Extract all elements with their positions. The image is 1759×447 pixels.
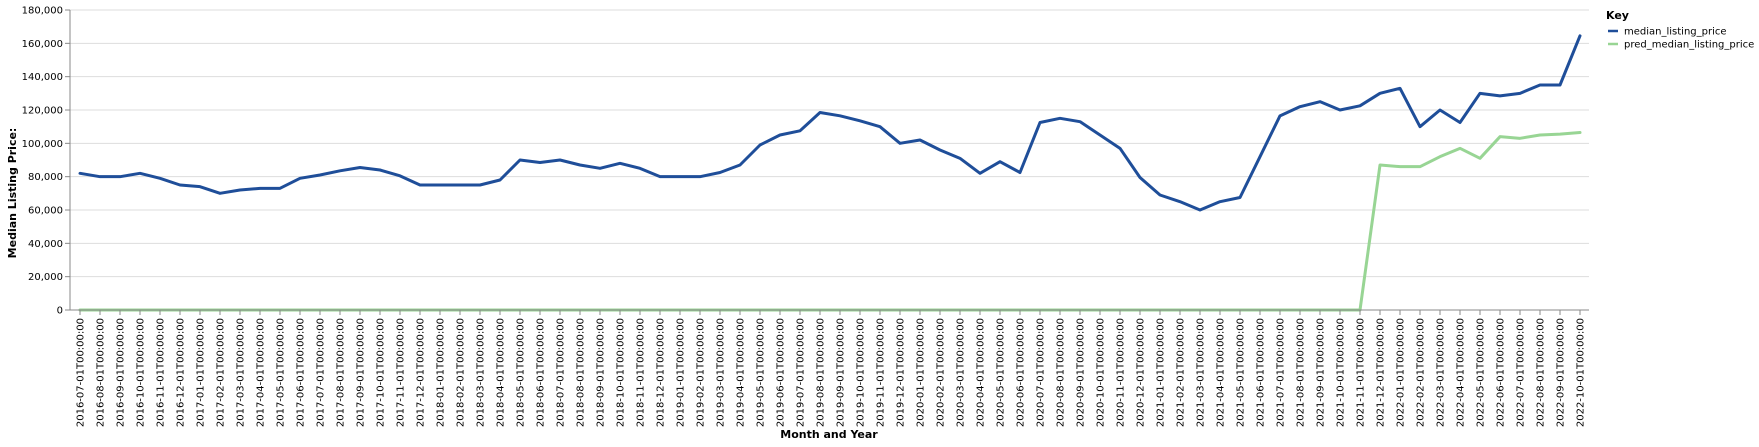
x-tick-label: 2021-09-01T00:00:00 [1316,318,1327,427]
x-tick-label: 2018-06-01T00:00:00 [536,318,547,427]
x-tick-label: 2019-08-01T00:00:00 [816,318,827,427]
x-tick-label: 2019-02-01T00:00:00 [696,318,707,427]
x-tick-label: 2020-03-01T00:00:00 [956,318,967,427]
x-tick-label: 2018-05-01T00:00:00 [516,318,527,427]
x-tick-label: 2021-05-01T00:00:00 [1236,318,1247,427]
y-tick-label: 80,000 [28,172,63,183]
x-tick-label: 2022-02-01T00:00:00 [1416,318,1427,427]
x-tick-label: 2018-01-01T00:00:00 [436,318,447,427]
x-tick-label: 2020-10-01T00:00:00 [1096,318,1107,427]
x-tick-label: 2017-01-01T00:00:00 [196,318,207,427]
x-tick-label: 2020-05-01T00:00:00 [996,318,1007,427]
x-tick-label: 2020-12-01T00:00:00 [1136,318,1147,427]
x-tick-label: 2020-11-01T00:00:00 [1116,318,1127,427]
x-tick-label: 2021-10-01T00:00:00 [1336,318,1347,427]
legend-label: pred_median_listing_price [1624,40,1754,51]
x-tick-label: 2017-11-01T00:00:00 [396,318,407,427]
x-tick-label: 2022-09-01T00:00:00 [1556,318,1567,427]
axes: 0 20,000 40,000 60,000 80,000 100,000 120,000 1… [22,6,1589,427]
y-tick-label: 20,000 [28,272,63,283]
y-tick-label: 140,000 [22,72,63,83]
x-tick-label: 2022-10-01T00:00:00 [1576,318,1587,427]
x-tick-label: 2022-08-01T00:00:00 [1536,318,1547,427]
x-tick-label: 2019-06-01T00:00:00 [776,318,787,427]
x-tick-label: 2021-04-01T00:00:00 [1216,318,1227,427]
y-tick-label: 60,000 [28,206,63,217]
x-tick-label: 2016-10-01T00:00:00 [136,318,147,427]
x-tick-label: 2019-12-01T00:00:00 [896,318,907,427]
y-tick-label: 40,000 [28,239,63,250]
x-tick-label: 2016-09-01T00:00:00 [116,318,127,427]
x-tick-label: 2016-12-01T00:00:00 [176,318,187,427]
x-tick-label: 2017-04-01T00:00:00 [256,318,267,427]
x-tick-label: 2022-01-01T00:00:00 [1396,318,1407,427]
x-tick-label: 2019-01-01T00:00:00 [676,318,687,427]
x-tick-label: 2021-07-01T00:00:00 [1276,318,1287,427]
legend-label: median_listing_price [1624,27,1727,38]
x-tick-label: 2017-03-01T00:00:00 [236,318,247,427]
x-tick-label: 2020-09-01T00:00:00 [1076,318,1087,427]
x-tick-label: 2018-10-01T00:00:00 [616,318,627,427]
x-tick-label: 2022-06-01T00:00:00 [1496,318,1507,427]
x-tick-label: 2019-10-01T00:00:00 [856,318,867,427]
x-tick-label: 2017-08-01T00:00:00 [336,318,347,427]
x-tick-label: 2022-04-01T00:00:00 [1456,318,1467,427]
x-tick-label: 2018-11-01T00:00:00 [636,318,647,427]
x-tick-label: 2018-09-01T00:00:00 [596,318,607,427]
x-tick-label: 2018-08-01T00:00:00 [576,318,587,427]
x-tick-label: 2022-05-01T00:00:00 [1476,318,1487,427]
x-tick-label: 2019-09-01T00:00:00 [836,318,847,427]
x-tick-label: 2018-12-01T00:00:00 [656,318,667,427]
x-tick-label: 2020-08-01T00:00:00 [1056,318,1067,427]
x-tick-label: 2022-07-01T00:00:00 [1516,318,1527,427]
y-tick-label: 0 [57,306,63,317]
x-tick-label: 2019-03-01T00:00:00 [716,318,727,427]
y-axis-title: Median Listing Price: [6,128,19,259]
x-tick-label: 2019-11-01T00:00:00 [876,318,887,427]
x-tick-label: 2016-08-01T00:00:00 [96,318,107,427]
y-tick-label: 120,000 [22,106,63,117]
x-tick-label: 2021-02-01T00:00:00 [1176,318,1187,427]
x-tick-label: 2021-11-01T00:00:00 [1356,318,1367,427]
x-tick-label: 2019-04-01T00:00:00 [736,318,747,427]
y-tick-label: 160,000 [22,39,63,50]
series-line-pred-median-listing-price [78,131,1582,312]
x-tick-label: 2020-02-01T00:00:00 [936,318,947,427]
x-axis-title: Month and Year [780,428,878,441]
x-tick-label: 2019-05-01T00:00:00 [756,318,767,427]
x-tick-label: 2018-02-01T00:00:00 [456,318,467,427]
x-tick-label: 2022-03-01T00:00:00 [1436,318,1447,427]
x-tick-label: 2016-11-01T00:00:00 [156,318,167,427]
x-tick-label: 2020-04-01T00:00:00 [976,318,987,427]
x-tick-label: 2017-06-01T00:00:00 [296,318,307,427]
x-tick-label: 2017-12-01T00:00:00 [416,318,427,427]
x-tick-label: 2021-06-01T00:00:00 [1256,318,1267,427]
x-tick-label: 2021-08-01T00:00:00 [1296,318,1307,427]
y-tick-label: 180,000 [22,6,63,17]
legend-title: Key [1606,9,1629,22]
gridlines [70,9,1589,311]
x-tick-label: 2017-07-01T00:00:00 [316,318,327,427]
x-tick-label: 2021-01-01T00:00:00 [1156,318,1167,427]
x-tick-label: 2017-05-01T00:00:00 [276,318,287,427]
x-tick-label: 2019-07-01T00:00:00 [796,318,807,427]
x-tick-label: 2020-07-01T00:00:00 [1036,318,1047,427]
x-tick-label: 2017-09-01T00:00:00 [356,318,367,427]
y-tick-label: 100,000 [22,139,63,150]
x-tick-label: 2018-04-01T00:00:00 [496,318,507,427]
legend: Key median_listing_price pred_median_list… [1606,9,1754,51]
series-line-median-listing-price [78,34,1582,212]
x-tick-label: 2017-10-01T00:00:00 [376,318,387,427]
x-tick-label: 2018-03-01T00:00:00 [476,318,487,427]
x-tick-label: 2021-03-01T00:00:00 [1196,318,1207,427]
x-tick-label: 2020-01-01T00:00:00 [916,318,927,427]
x-tick-label: 2016-07-01T00:00:00 [76,318,87,427]
x-tick-label: 2020-06-01T00:00:00 [1016,318,1027,427]
x-tick-label: 2021-12-01T00:00:00 [1376,318,1387,427]
x-tick-label: 2018-07-01T00:00:00 [556,318,567,427]
x-tick-label: 2017-02-01T00:00:00 [216,318,227,427]
